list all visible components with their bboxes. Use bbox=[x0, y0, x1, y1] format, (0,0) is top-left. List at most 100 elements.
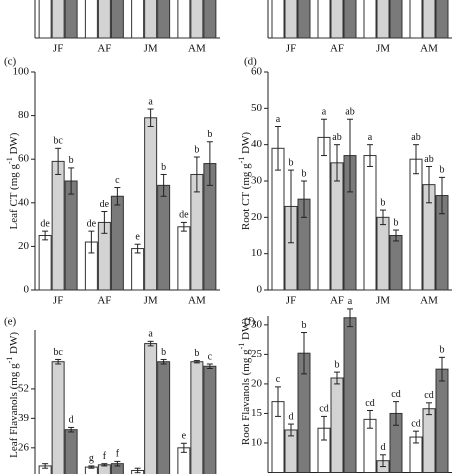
y-tick-label: 0 bbox=[24, 284, 30, 296]
bar bbox=[38, 235, 52, 291]
y-tick-label: 40 bbox=[18, 196, 30, 208]
bar bbox=[203, 365, 217, 474]
x-tick-label: JM bbox=[376, 43, 390, 55]
significance-letter: a bbox=[276, 114, 281, 125]
bar bbox=[422, 408, 436, 474]
significance-letter: e bbox=[135, 232, 140, 243]
y-tick-label: 60 bbox=[251, 66, 263, 78]
y-tick-label: 50 bbox=[251, 102, 263, 114]
bar bbox=[110, 195, 124, 291]
bar-stub bbox=[144, 0, 158, 39]
bar-stub bbox=[131, 0, 145, 39]
y-tick-label: 30 bbox=[251, 175, 263, 187]
y-axis-label-part: -1 bbox=[5, 157, 14, 164]
significance-letter: ab bbox=[424, 154, 433, 165]
bar bbox=[157, 184, 171, 291]
significance-letter: ab bbox=[332, 132, 341, 143]
y-axis-label-part: DW) bbox=[240, 132, 252, 157]
significance-letter: b bbox=[161, 162, 166, 173]
bar-stub bbox=[110, 0, 124, 39]
bar-stub bbox=[389, 0, 403, 39]
bar-stub bbox=[435, 0, 449, 39]
bar-stub bbox=[317, 0, 331, 39]
significance-letter: cd bbox=[319, 404, 328, 415]
x-tick-label: AM bbox=[188, 43, 206, 55]
bar bbox=[177, 226, 191, 291]
y-tick-label: 39 bbox=[18, 412, 30, 424]
bar-stub bbox=[330, 0, 344, 39]
bar-stub bbox=[64, 0, 78, 39]
significance-letter: f bbox=[103, 451, 107, 462]
bar bbox=[190, 361, 204, 474]
significance-letter: b bbox=[440, 345, 445, 356]
bar bbox=[64, 180, 78, 291]
significance-letter: b bbox=[440, 165, 445, 176]
significance-letter: b bbox=[394, 217, 399, 228]
y-tick-label: 20 bbox=[251, 377, 263, 389]
y-axis-label-part: -1 bbox=[237, 343, 246, 350]
significance-letter: ab bbox=[345, 107, 354, 118]
panel-label: (c) bbox=[4, 56, 17, 68]
significance-letter: b bbox=[69, 155, 74, 166]
bar bbox=[157, 361, 171, 474]
x-tick-label: JM bbox=[144, 43, 158, 55]
significance-letter: c bbox=[208, 351, 213, 362]
y-tick-label: 80 bbox=[18, 109, 30, 121]
significance-letter: c bbox=[276, 374, 281, 385]
x-tick-label: JF bbox=[53, 43, 63, 55]
significance-letter: c bbox=[115, 175, 120, 186]
bar-stub bbox=[284, 0, 298, 39]
bar-stub bbox=[38, 0, 52, 39]
panel-label: (f) bbox=[244, 316, 255, 328]
significance-letter: d bbox=[69, 415, 74, 426]
bar-stub bbox=[271, 0, 285, 39]
bar bbox=[131, 248, 145, 291]
y-tick-label: 25 bbox=[251, 348, 263, 360]
bar bbox=[144, 343, 158, 474]
bar-stub bbox=[84, 0, 98, 39]
bar bbox=[435, 368, 449, 473]
x-tick-label: JF bbox=[286, 295, 296, 307]
bar-stub bbox=[97, 0, 111, 39]
x-tick-label: JF bbox=[53, 295, 63, 307]
significance-letter: de bbox=[87, 218, 97, 229]
y-tick-label: 52 bbox=[18, 382, 29, 394]
significance-letter: b bbox=[161, 347, 166, 358]
significance-letter: ab bbox=[411, 132, 420, 143]
y-axis-label-part: DW) bbox=[8, 332, 20, 357]
bar-stub bbox=[363, 0, 377, 39]
y-tick-label: 20 bbox=[251, 211, 263, 223]
x-tick-label: AM bbox=[188, 295, 206, 307]
y-axis-label-part: DW) bbox=[240, 318, 252, 343]
x-tick-label: AF bbox=[97, 43, 111, 55]
significance-letter: d bbox=[289, 411, 294, 422]
significance-letter: b bbox=[194, 348, 199, 359]
significance-letter: b bbox=[207, 129, 212, 140]
significance-letter: b bbox=[335, 359, 340, 370]
bar-stub bbox=[203, 0, 217, 39]
bar bbox=[363, 155, 377, 291]
x-tick-label: AF bbox=[330, 43, 344, 55]
bar bbox=[330, 377, 344, 473]
bar bbox=[64, 429, 78, 474]
y-tick-label: 26 bbox=[18, 441, 30, 453]
y-axis-label-part: -1 bbox=[237, 157, 246, 164]
bar bbox=[389, 235, 403, 291]
bar-stub bbox=[177, 0, 191, 39]
y-axis-label-part: Leaf CT (mg g bbox=[8, 163, 20, 229]
significance-letter: b bbox=[289, 157, 294, 168]
significance-letter: b bbox=[194, 144, 199, 155]
bar bbox=[330, 162, 344, 291]
y-axis-label-part: Root CT (mg g bbox=[240, 163, 252, 230]
significance-letter: b bbox=[381, 197, 386, 208]
significance-letter: cd bbox=[411, 418, 420, 429]
significance-letter: bc bbox=[53, 347, 63, 358]
x-tick-label: AF bbox=[97, 295, 111, 307]
bar-stub bbox=[51, 0, 65, 39]
y-axis-label: Leaf CT (mg g-1 DW) bbox=[5, 132, 20, 229]
x-tick-label: JF bbox=[286, 43, 296, 55]
y-axis-label-part: -1 bbox=[5, 357, 14, 364]
significance-letter: d bbox=[381, 442, 386, 453]
significance-letter: a bbox=[148, 329, 153, 340]
y-tick-label: 30 bbox=[251, 318, 263, 330]
